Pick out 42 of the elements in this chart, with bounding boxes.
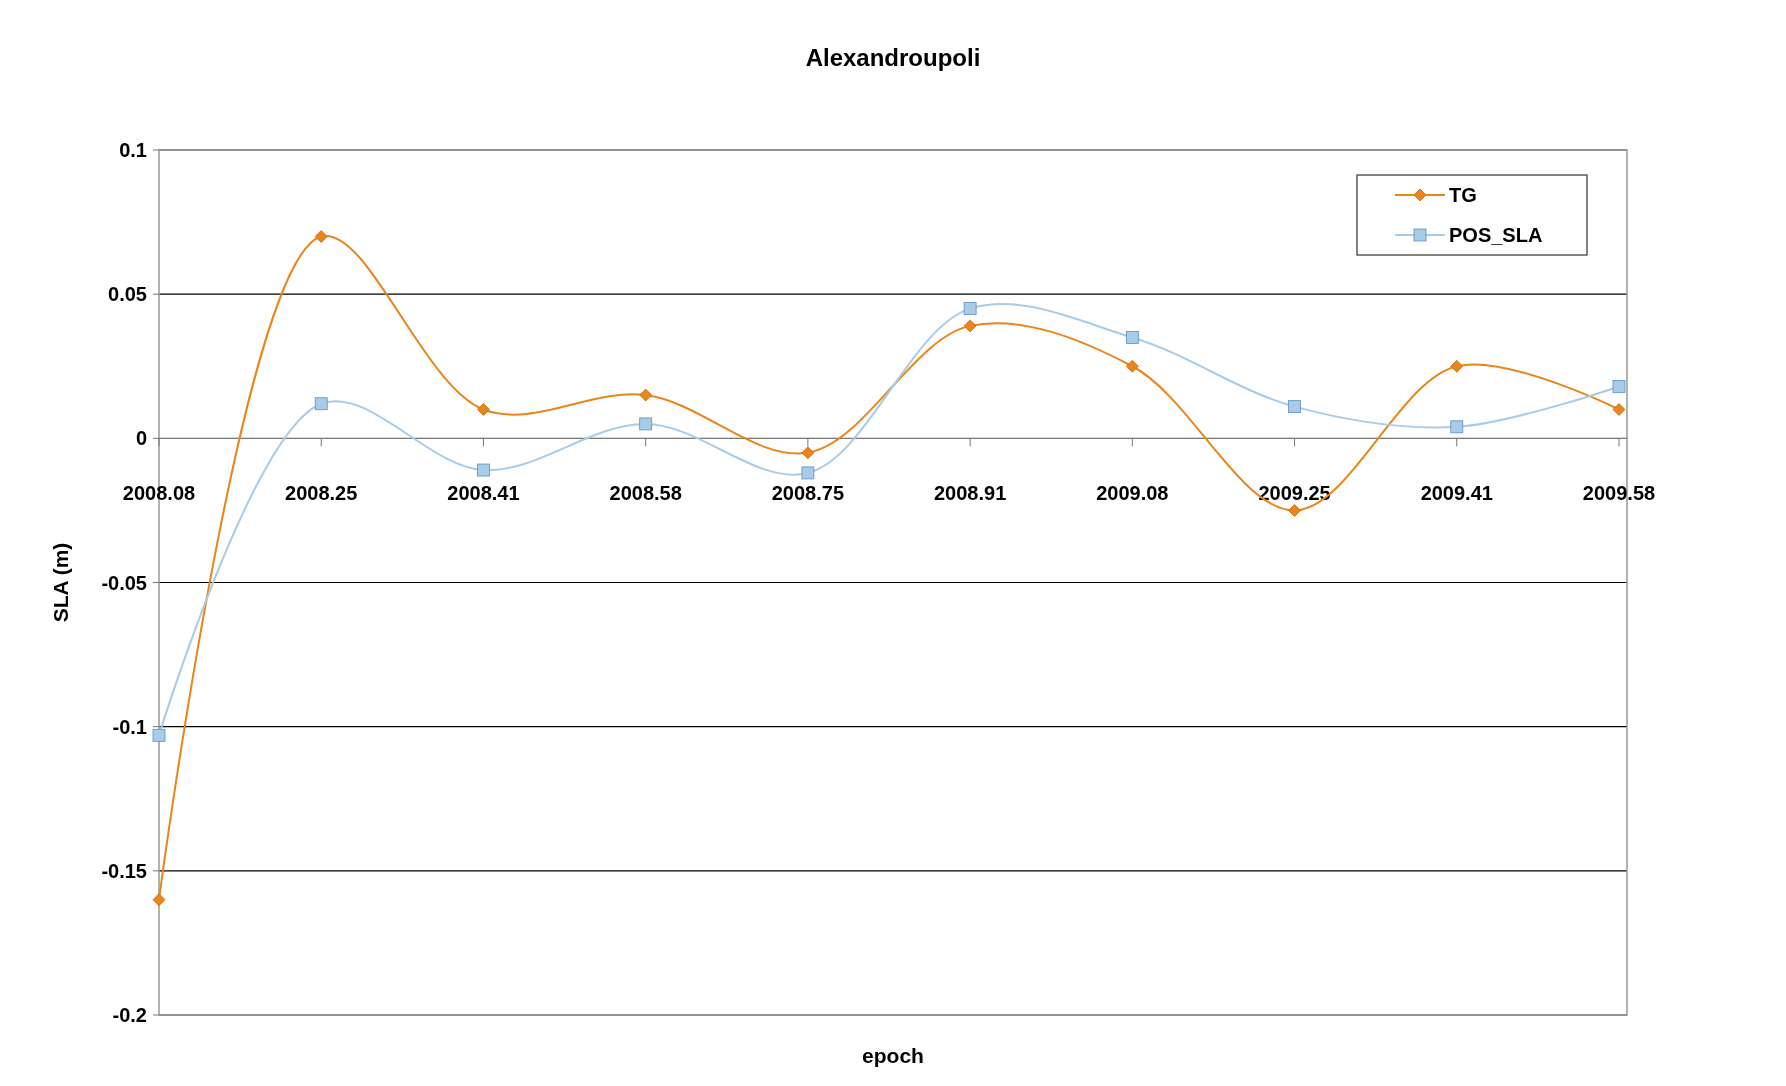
y-tick-label: 0: [135, 427, 147, 450]
y-tick-label: -0.2: [112, 1004, 147, 1026]
point: [314, 397, 328, 411]
x-tick-label: 2008.08: [122, 482, 196, 505]
y-tick-label: 0.05: [108, 283, 147, 306]
point: [1288, 504, 1301, 517]
y-tick-label: 0.1: [119, 139, 147, 161]
point: [1125, 359, 1139, 373]
point: [801, 466, 815, 480]
y-tick-label: -0.15: [101, 859, 147, 882]
point: [1450, 359, 1464, 373]
x-tick-label: 2008.91: [933, 482, 1007, 505]
x-tick-label: 2009.25: [1258, 482, 1331, 505]
y-tick-label: -0.05: [101, 571, 147, 594]
point: [152, 728, 166, 742]
point: [1450, 420, 1464, 434]
legend-label: POS_SLA: [1449, 224, 1543, 246]
point: [1612, 403, 1626, 416]
point: [639, 417, 653, 431]
chart-title: Alexandroupoli: [805, 44, 981, 71]
x-tick-label: 2008.75: [771, 482, 845, 505]
point: [152, 893, 166, 907]
point: [477, 403, 490, 416]
point: [477, 463, 490, 477]
point: [801, 446, 815, 460]
x-axis-title: epoch: [862, 1044, 924, 1067]
y-axis-title: SLA (m): [49, 542, 72, 623]
point: [1125, 331, 1139, 344]
point: [963, 302, 977, 315]
point: [963, 319, 977, 333]
x-tick-label: 2009.08: [1096, 482, 1169, 505]
y-tick-label: -0.1: [112, 715, 147, 738]
legend-label: TG: [1449, 184, 1477, 206]
x-tick-label: 2008.25: [285, 482, 358, 505]
x-tick-label: 2008.41: [447, 482, 520, 505]
point: [1612, 380, 1626, 393]
point: [314, 230, 328, 243]
point: [1288, 400, 1301, 414]
point: [639, 388, 653, 402]
x-tick-label: 2008.58: [609, 482, 682, 505]
x-tick-label: 2009.41: [1420, 482, 1493, 505]
x-tick-label: 2009.58: [1582, 482, 1656, 505]
